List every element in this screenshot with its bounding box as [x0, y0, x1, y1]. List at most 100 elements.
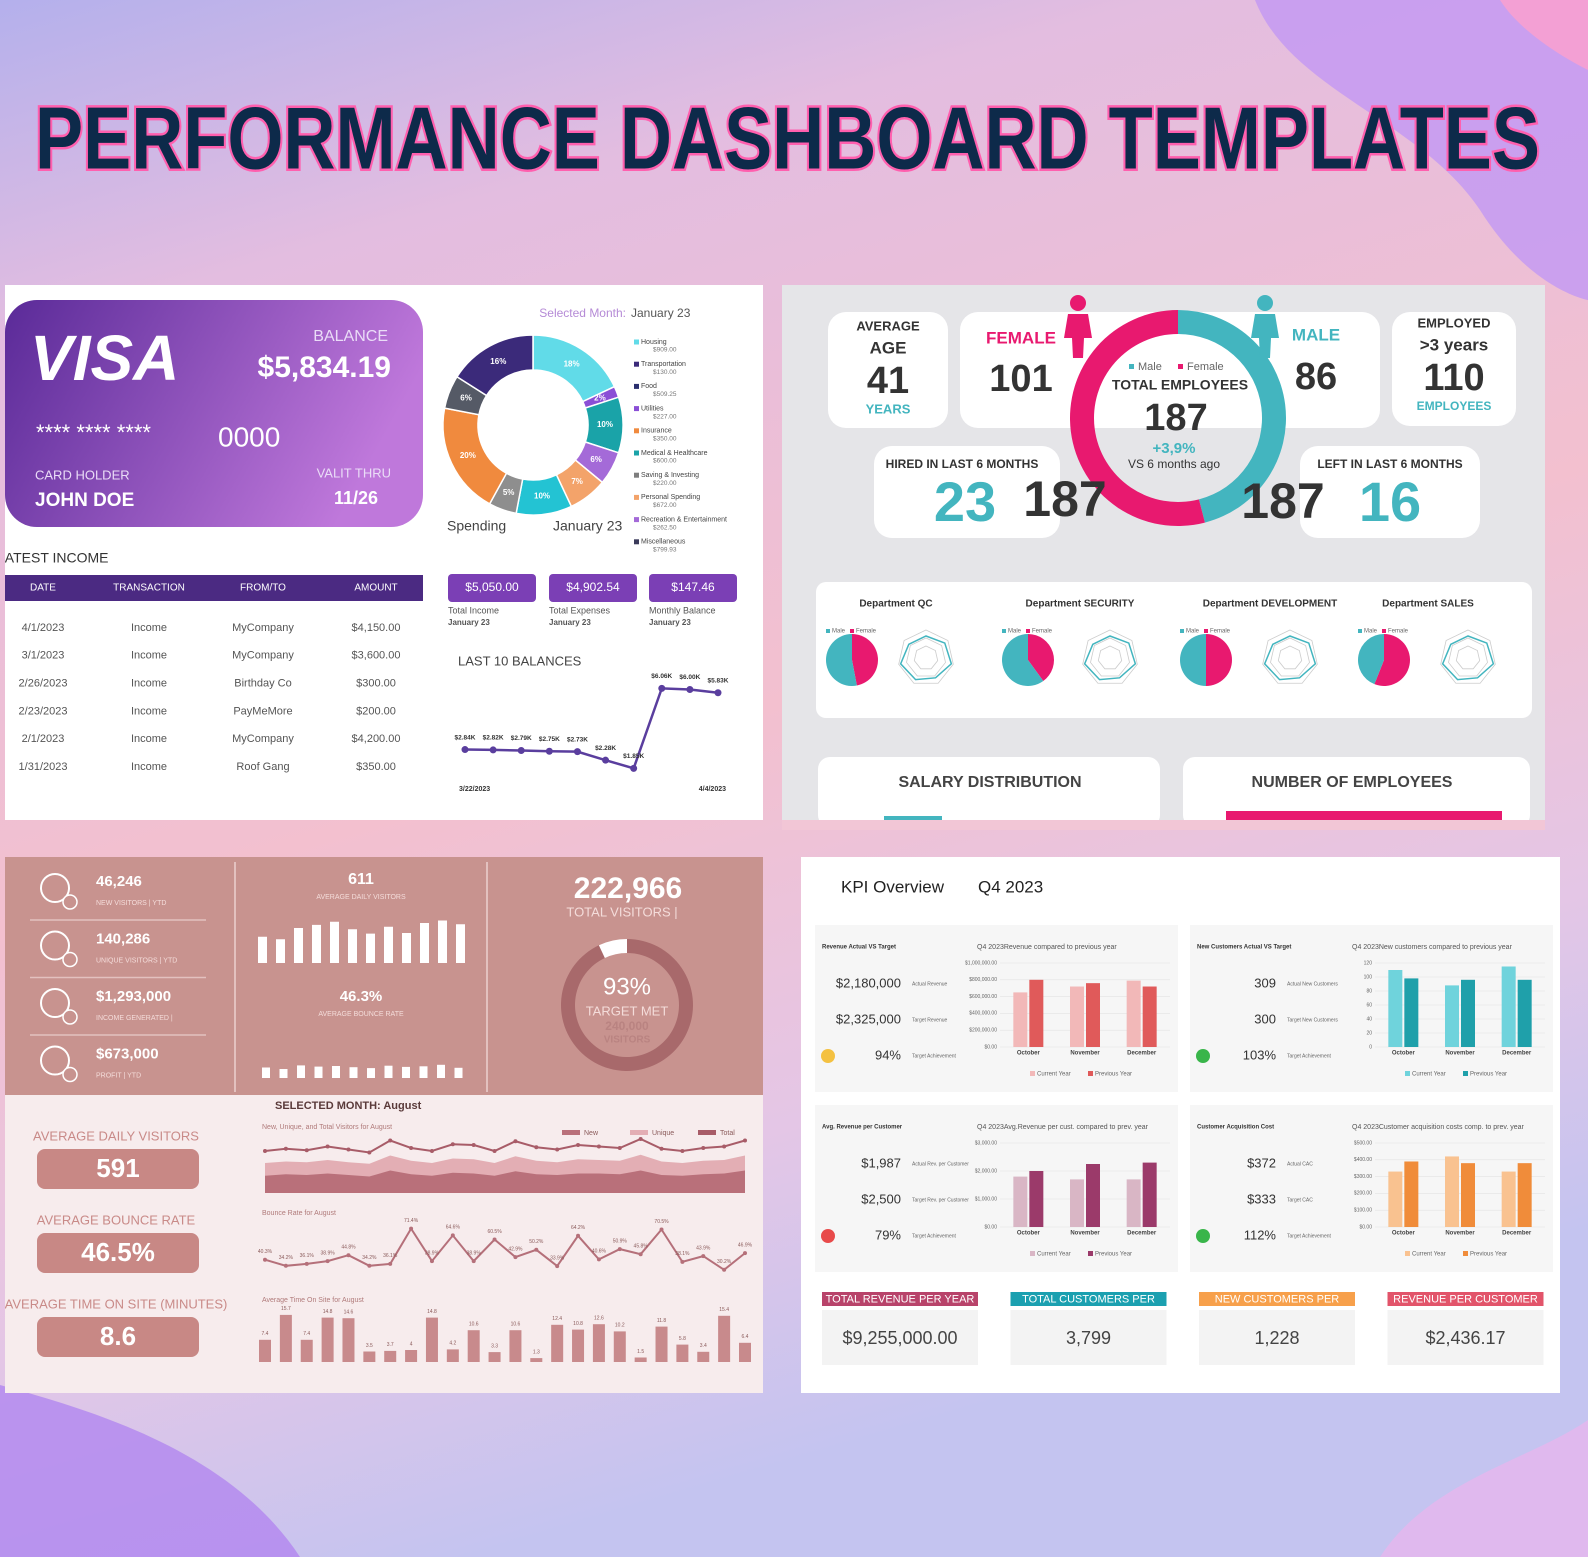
point	[596, 1257, 601, 1262]
bar-fragment	[884, 816, 942, 820]
summary-box	[649, 574, 737, 602]
balance-point	[686, 686, 694, 693]
text-label: 112%	[1244, 1227, 1277, 1242]
legend-swatch	[1463, 1251, 1468, 1256]
text-label: Revenue Actual VS Target	[822, 945, 896, 951]
legend-swatch	[1358, 629, 1362, 633]
data-label: 3.7	[387, 1342, 394, 1348]
line	[264, 1226, 746, 1272]
card	[818, 757, 1160, 827]
bar	[456, 924, 465, 963]
column-header: DATE	[30, 583, 56, 594]
point	[680, 1149, 685, 1153]
legend-amount: $672.00	[653, 502, 677, 509]
point	[617, 1247, 622, 1252]
table-cell: $350.00	[356, 761, 396, 773]
y-tick-label: $800,000.00	[969, 977, 997, 983]
data-label: 70.5%	[654, 1219, 669, 1225]
text-label: 11/26	[334, 488, 378, 508]
pie-slice	[1358, 634, 1384, 685]
donut-segment	[455, 334, 534, 397]
table-cell: $4,200.00	[352, 733, 401, 745]
data-label: 10.6	[469, 1322, 479, 1328]
point	[743, 1251, 747, 1256]
legend-label: Previous Year	[1470, 1072, 1507, 1078]
legend-amount: $227.00	[653, 413, 677, 420]
bar	[437, 1064, 445, 1078]
data-label: 38.9%	[425, 1250, 440, 1256]
legend-amount: $799.93	[653, 547, 677, 554]
bar	[634, 1357, 647, 1362]
y-tick-label: $0.00	[1359, 1224, 1372, 1230]
legend-label: Unique	[652, 1130, 674, 1137]
section-title: LATEST INCOME	[0, 550, 109, 566]
text-label: Target Achievement	[1287, 1233, 1332, 1239]
text-label: Department SECURITY	[1026, 599, 1135, 610]
bar	[1501, 966, 1516, 1047]
bar	[613, 1331, 626, 1362]
bar	[488, 1352, 501, 1362]
text-label: Customer Acquisition Cost	[1197, 1125, 1274, 1131]
bar	[297, 1065, 305, 1078]
legend-swatch	[1405, 1071, 1410, 1076]
data-label: 38.9%	[321, 1250, 336, 1256]
data-label: 43.9%	[696, 1245, 711, 1251]
bar	[314, 1066, 323, 1078]
data-label: $2.75K	[539, 736, 560, 743]
legend-label: Current Year	[1037, 1072, 1071, 1078]
legend-amount: $262.50	[653, 524, 677, 531]
point	[283, 1263, 288, 1268]
legend-label: New	[584, 1130, 599, 1137]
text-label: Actual New Customers	[1287, 981, 1338, 987]
text-label: $372	[1247, 1155, 1276, 1170]
table-cell: Income	[131, 733, 167, 745]
text-label: Total Income	[448, 605, 499, 615]
table-cell: MyCompany	[232, 622, 294, 634]
legend-label: Male	[1186, 629, 1200, 635]
total-label-band	[822, 1292, 978, 1306]
kpi-card	[815, 925, 1178, 1092]
bar	[363, 1351, 376, 1362]
legend-label: Food	[641, 383, 657, 390]
point	[471, 1259, 476, 1264]
total-value-box	[1010, 1310, 1167, 1365]
bar	[384, 1065, 393, 1078]
pie-slice	[1180, 634, 1206, 686]
legend-label: Current Year	[1037, 1252, 1071, 1258]
point	[388, 1138, 393, 1143]
text-label: VISITORS	[604, 1035, 651, 1046]
x-tick-label: December	[1127, 1231, 1157, 1237]
data-label: 10.6	[511, 1322, 521, 1328]
legend-swatch	[1002, 629, 1006, 633]
chart-title: New, Unique, and Total Visitors for Augu…	[262, 1124, 392, 1131]
text-label: Target CAC	[1287, 1197, 1313, 1203]
point	[429, 1149, 434, 1153]
text-label: TOTAL REVENUE PER YEAR	[826, 1293, 975, 1305]
bar	[279, 1314, 292, 1362]
text-label: TOTAL CUSTOMERS PER	[1022, 1293, 1155, 1305]
text-label: $5,834.19	[258, 351, 391, 384]
segment-label: 6%	[460, 394, 472, 403]
radar-grid	[1277, 645, 1303, 670]
balance-point	[573, 748, 581, 756]
bar	[1517, 1163, 1532, 1227]
text-label: 46.3%	[340, 988, 383, 1005]
bar	[454, 1067, 463, 1078]
kpi-icon	[40, 873, 70, 903]
radar-shape	[899, 635, 953, 681]
kpi-card	[815, 1105, 1178, 1272]
y-tick-label: $500.00	[1354, 1140, 1372, 1146]
data-label: 30.2%	[717, 1259, 732, 1265]
bar	[1029, 979, 1044, 1047]
bar	[312, 924, 321, 963]
text-label: +3,9%	[1153, 440, 1196, 457]
text-label: PROFIT | YTD	[96, 1072, 141, 1079]
legend-label: Personal Spending	[641, 494, 700, 501]
text-label: INCOME GENERATED |	[96, 1015, 173, 1022]
person-icon	[1070, 295, 1086, 311]
chart-label: Spending	[447, 518, 506, 534]
text-label: JOHN DOE	[35, 490, 134, 511]
bar	[262, 1067, 270, 1078]
summary-box	[448, 574, 536, 602]
legend-label: Utilities	[641, 405, 664, 412]
